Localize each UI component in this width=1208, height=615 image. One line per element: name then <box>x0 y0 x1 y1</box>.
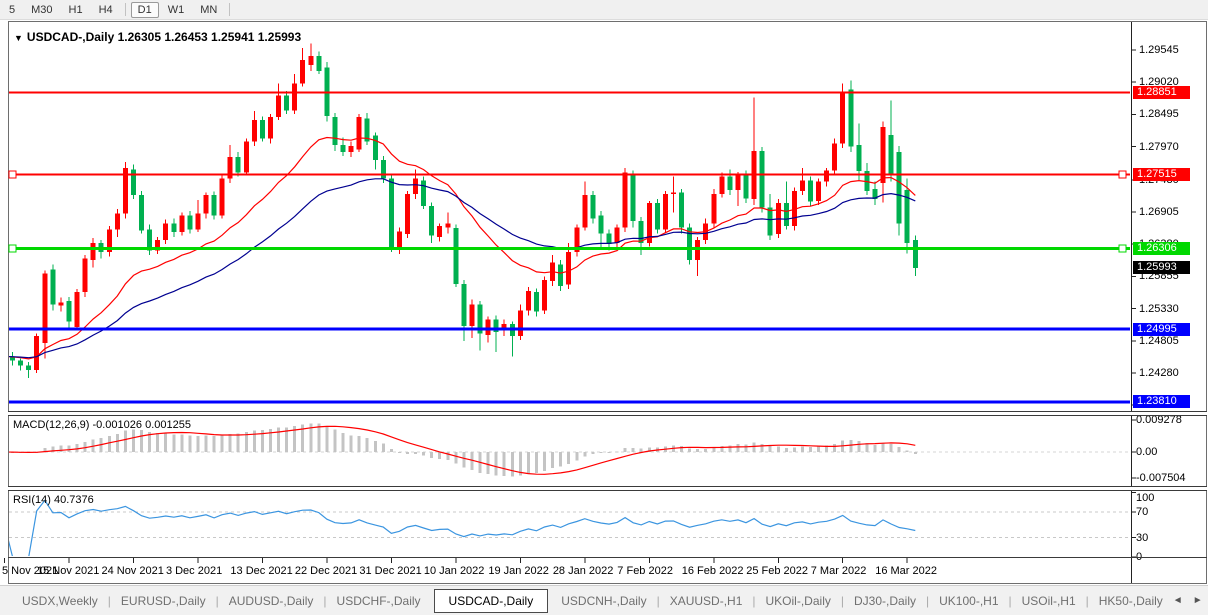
price-axis-divider <box>1131 22 1132 583</box>
rsi-axis-label: 70 <box>1136 505 1149 518</box>
panel-splitter-rsi[interactable] <box>8 486 1207 491</box>
date-tick-label: 15 Nov 2021 <box>36 565 100 577</box>
price-tick-label: 1.27970 <box>1139 140 1179 153</box>
tab-usdcad-daily[interactable]: USDCAD-,Daily <box>433 588 549 613</box>
tab-usdchf-daily[interactable]: USDCHF-,Daily <box>336 593 421 608</box>
tab-xauusd-h1[interactable]: XAUUSD-,H1 <box>669 593 743 608</box>
tab-audusd-daily[interactable]: AUDUSD-,Daily <box>228 593 314 608</box>
last-price-tag: 1.25993 <box>1133 261 1190 274</box>
rsi-axis-label: 30 <box>1136 531 1149 544</box>
level-price-tag-1.28851: 1.28851 <box>1133 86 1190 99</box>
date-tick-label: 25 Feb 2022 <box>746 565 809 577</box>
tab-usdx-weekly[interactable]: USDX,Weekly <box>22 593 98 608</box>
ma-slow-line <box>9 178 916 359</box>
rsi-indicator-label: RSI(14) 40.7376 <box>13 494 94 506</box>
panel-splitter-macd[interactable] <box>8 411 1207 416</box>
ma-fast-line <box>9 136 916 360</box>
tab-scroll-left-icon[interactable]: ◄ <box>1172 595 1183 606</box>
tab-hk50-daily[interactable]: HK50-,Daily <box>1098 593 1163 608</box>
timeframe-button-5[interactable]: 5 <box>9 3 16 16</box>
rsi-panel-bottom-border <box>8 557 1207 558</box>
date-tick-label: 24 Nov 2021 <box>101 565 164 577</box>
level-price-tag-1.24995: 1.24995 <box>1133 323 1190 336</box>
level-price-tag-1.26306: 1.26306 <box>1133 242 1190 255</box>
date-tick-label: 10 Jan 2022 <box>423 565 485 577</box>
price-tick-label: 1.26905 <box>1139 205 1179 218</box>
timeframe-button-h4[interactable]: H4 <box>98 3 113 16</box>
tab-separator: | <box>323 593 327 608</box>
macd-axis-label: 0.00 <box>1136 446 1158 458</box>
tab-separator: | <box>752 593 756 608</box>
level-line-1.27515[interactable] <box>8 170 1130 179</box>
date-tick-label: 7 Mar 2022 <box>810 565 867 577</box>
chart-title-symbol: USDCAD-,Daily <box>26 30 115 44</box>
tab-separator: | <box>840 593 844 608</box>
tab-separator: | <box>1085 593 1089 608</box>
tab-usdcnh-daily[interactable]: USDCNH-,Daily <box>561 593 647 608</box>
macd-histogram <box>11 423 917 477</box>
tab-ukoil-daily[interactable]: UKOil-,Daily <box>765 593 831 608</box>
macd-signal-line <box>9 425 916 475</box>
tab-eurusd-daily[interactable]: EURUSD-,Daily <box>120 593 206 608</box>
date-tick-label: 31 Dec 2021 <box>359 565 422 577</box>
date-tick-label: 19 Jan 2022 <box>488 565 549 577</box>
timeframe-button-h1[interactable]: H1 <box>68 3 83 16</box>
tab-uk100-h1[interactable]: UK100-,H1 <box>939 593 999 608</box>
tab-usoil-h1[interactable]: USOil-,H1 <box>1021 593 1076 608</box>
rsi-axis-label: 100 <box>1136 492 1155 504</box>
price-tick-label: 1.29545 <box>1139 44 1179 56</box>
tab-separator: | <box>107 593 111 608</box>
candles-layer <box>10 43 918 378</box>
tab-scroll-right-icon[interactable]: ► <box>1192 595 1203 606</box>
price-tick-label: 1.24280 <box>1139 367 1179 379</box>
timeframe-button-m30[interactable]: M30 <box>31 3 53 16</box>
tab-separator: | <box>1008 593 1012 608</box>
macd-axis-label: 0.009278 <box>1136 413 1182 426</box>
timeframe-button-d1[interactable]: D1 <box>130 1 159 18</box>
rsi-line <box>9 499 916 556</box>
macd-axis-label: -0.007504 <box>1136 471 1186 484</box>
date-tick-label: 16 Feb 2022 <box>681 565 744 577</box>
toolbar-separator <box>124 3 126 16</box>
price-tick-label: 1.25330 <box>1139 302 1179 315</box>
date-tick-label: 22 Dec 2021 <box>294 565 358 577</box>
date-tick-label: 3 Dec 2021 <box>165 565 223 577</box>
chart-title-ohlc: 1.26305 1.26453 1.25941 1.25993 <box>117 30 302 44</box>
chart-collapse-icon[interactable]: ▼ <box>14 33 23 43</box>
date-tick-label: 28 Jan 2022 <box>552 565 614 577</box>
tab-dj30-daily[interactable]: DJ30-,Daily <box>853 593 916 608</box>
macd-indicator-label: MACD(12,26,9) -0.001026 0.001255 <box>13 419 191 431</box>
date-tick-label: 7 Feb 2022 <box>617 565 673 577</box>
price-tick-label: 1.28495 <box>1139 108 1179 121</box>
price-tick-label: 1.29020 <box>1139 76 1179 89</box>
chart-title: ▼ USDCAD-,Daily 1.26305 1.26453 1.25941 1… <box>14 30 301 44</box>
toolbar-separator <box>229 3 231 16</box>
level-line-1.26306[interactable] <box>8 244 1130 253</box>
level-price-tag-1.23810: 1.23810 <box>1133 395 1190 408</box>
price-tick-label: 1.24805 <box>1139 334 1179 347</box>
tab-separator: | <box>926 593 930 608</box>
tab-separator: | <box>215 593 219 608</box>
date-tick-label: 16 Mar 2022 <box>875 565 937 577</box>
timeframe-toolbar: 5 M30 H1 H4 D1 W1 MN <box>0 0 1208 20</box>
level-price-tag-1.27515: 1.27515 <box>1133 168 1190 181</box>
tab-separator: | <box>656 593 660 608</box>
timeframe-button-w1[interactable]: W1 <box>167 3 185 16</box>
date-tick-label: 13 Dec 2021 <box>230 565 293 577</box>
date-tick-label: 5 Nov 2021 <box>2 565 59 577</box>
timeframe-button-mn[interactable]: MN <box>200 3 218 16</box>
chart-tab-bar: USDX,Weekly | EURUSD-,Daily | AUDUSD-,Daily |… <box>0 585 1208 615</box>
